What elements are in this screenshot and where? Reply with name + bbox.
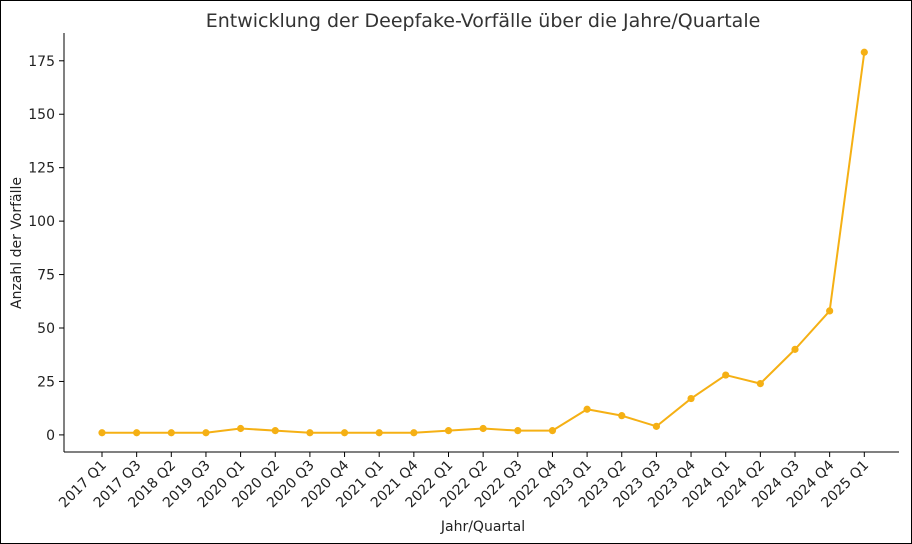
- y-tick-label: 150: [28, 107, 55, 123]
- x-axis-label: Jahr/Quartal: [440, 519, 525, 535]
- data-point: [375, 429, 383, 437]
- data-point: [98, 429, 106, 437]
- data-point: [652, 422, 661, 430]
- data-point: [756, 379, 764, 388]
- axes: [63, 33, 899, 453]
- data-point: [271, 427, 279, 435]
- data-point: [791, 345, 799, 353]
- series-group: [98, 48, 868, 437]
- data-point: [514, 427, 522, 435]
- y-tick-label: 0: [46, 428, 55, 444]
- data-point: [237, 424, 245, 433]
- y-tick-label: 75: [37, 268, 55, 284]
- data-point: [410, 429, 418, 437]
- data-point: [618, 412, 626, 420]
- y-tick-label: 50: [37, 321, 55, 337]
- y-tick-label: 100: [28, 214, 55, 230]
- y-axis-label: Anzahl der Vorfälle: [9, 177, 25, 309]
- data-point: [583, 405, 591, 413]
- y-tick-label: 175: [28, 54, 55, 70]
- data-point: [202, 429, 210, 437]
- data-point: [167, 429, 175, 437]
- data-point: [133, 429, 141, 437]
- data-point: [826, 307, 834, 315]
- chart-title: Entwicklung der Deepfake-Vorfälle über d…: [206, 10, 761, 32]
- data-point: [479, 424, 487, 433]
- data-point: [444, 427, 453, 435]
- y-axis-ticks: 0 25 50 75 100 125 150 175: [28, 54, 64, 444]
- data-point: [722, 371, 730, 379]
- data-point: [860, 48, 868, 56]
- data-point: [687, 394, 695, 403]
- series-line: [102, 52, 866, 434]
- data-point: [306, 429, 314, 437]
- y-tick-label: 125: [28, 161, 55, 177]
- y-tick-label: 25: [37, 374, 55, 390]
- data-point: [340, 429, 349, 437]
- data-point: [548, 427, 557, 435]
